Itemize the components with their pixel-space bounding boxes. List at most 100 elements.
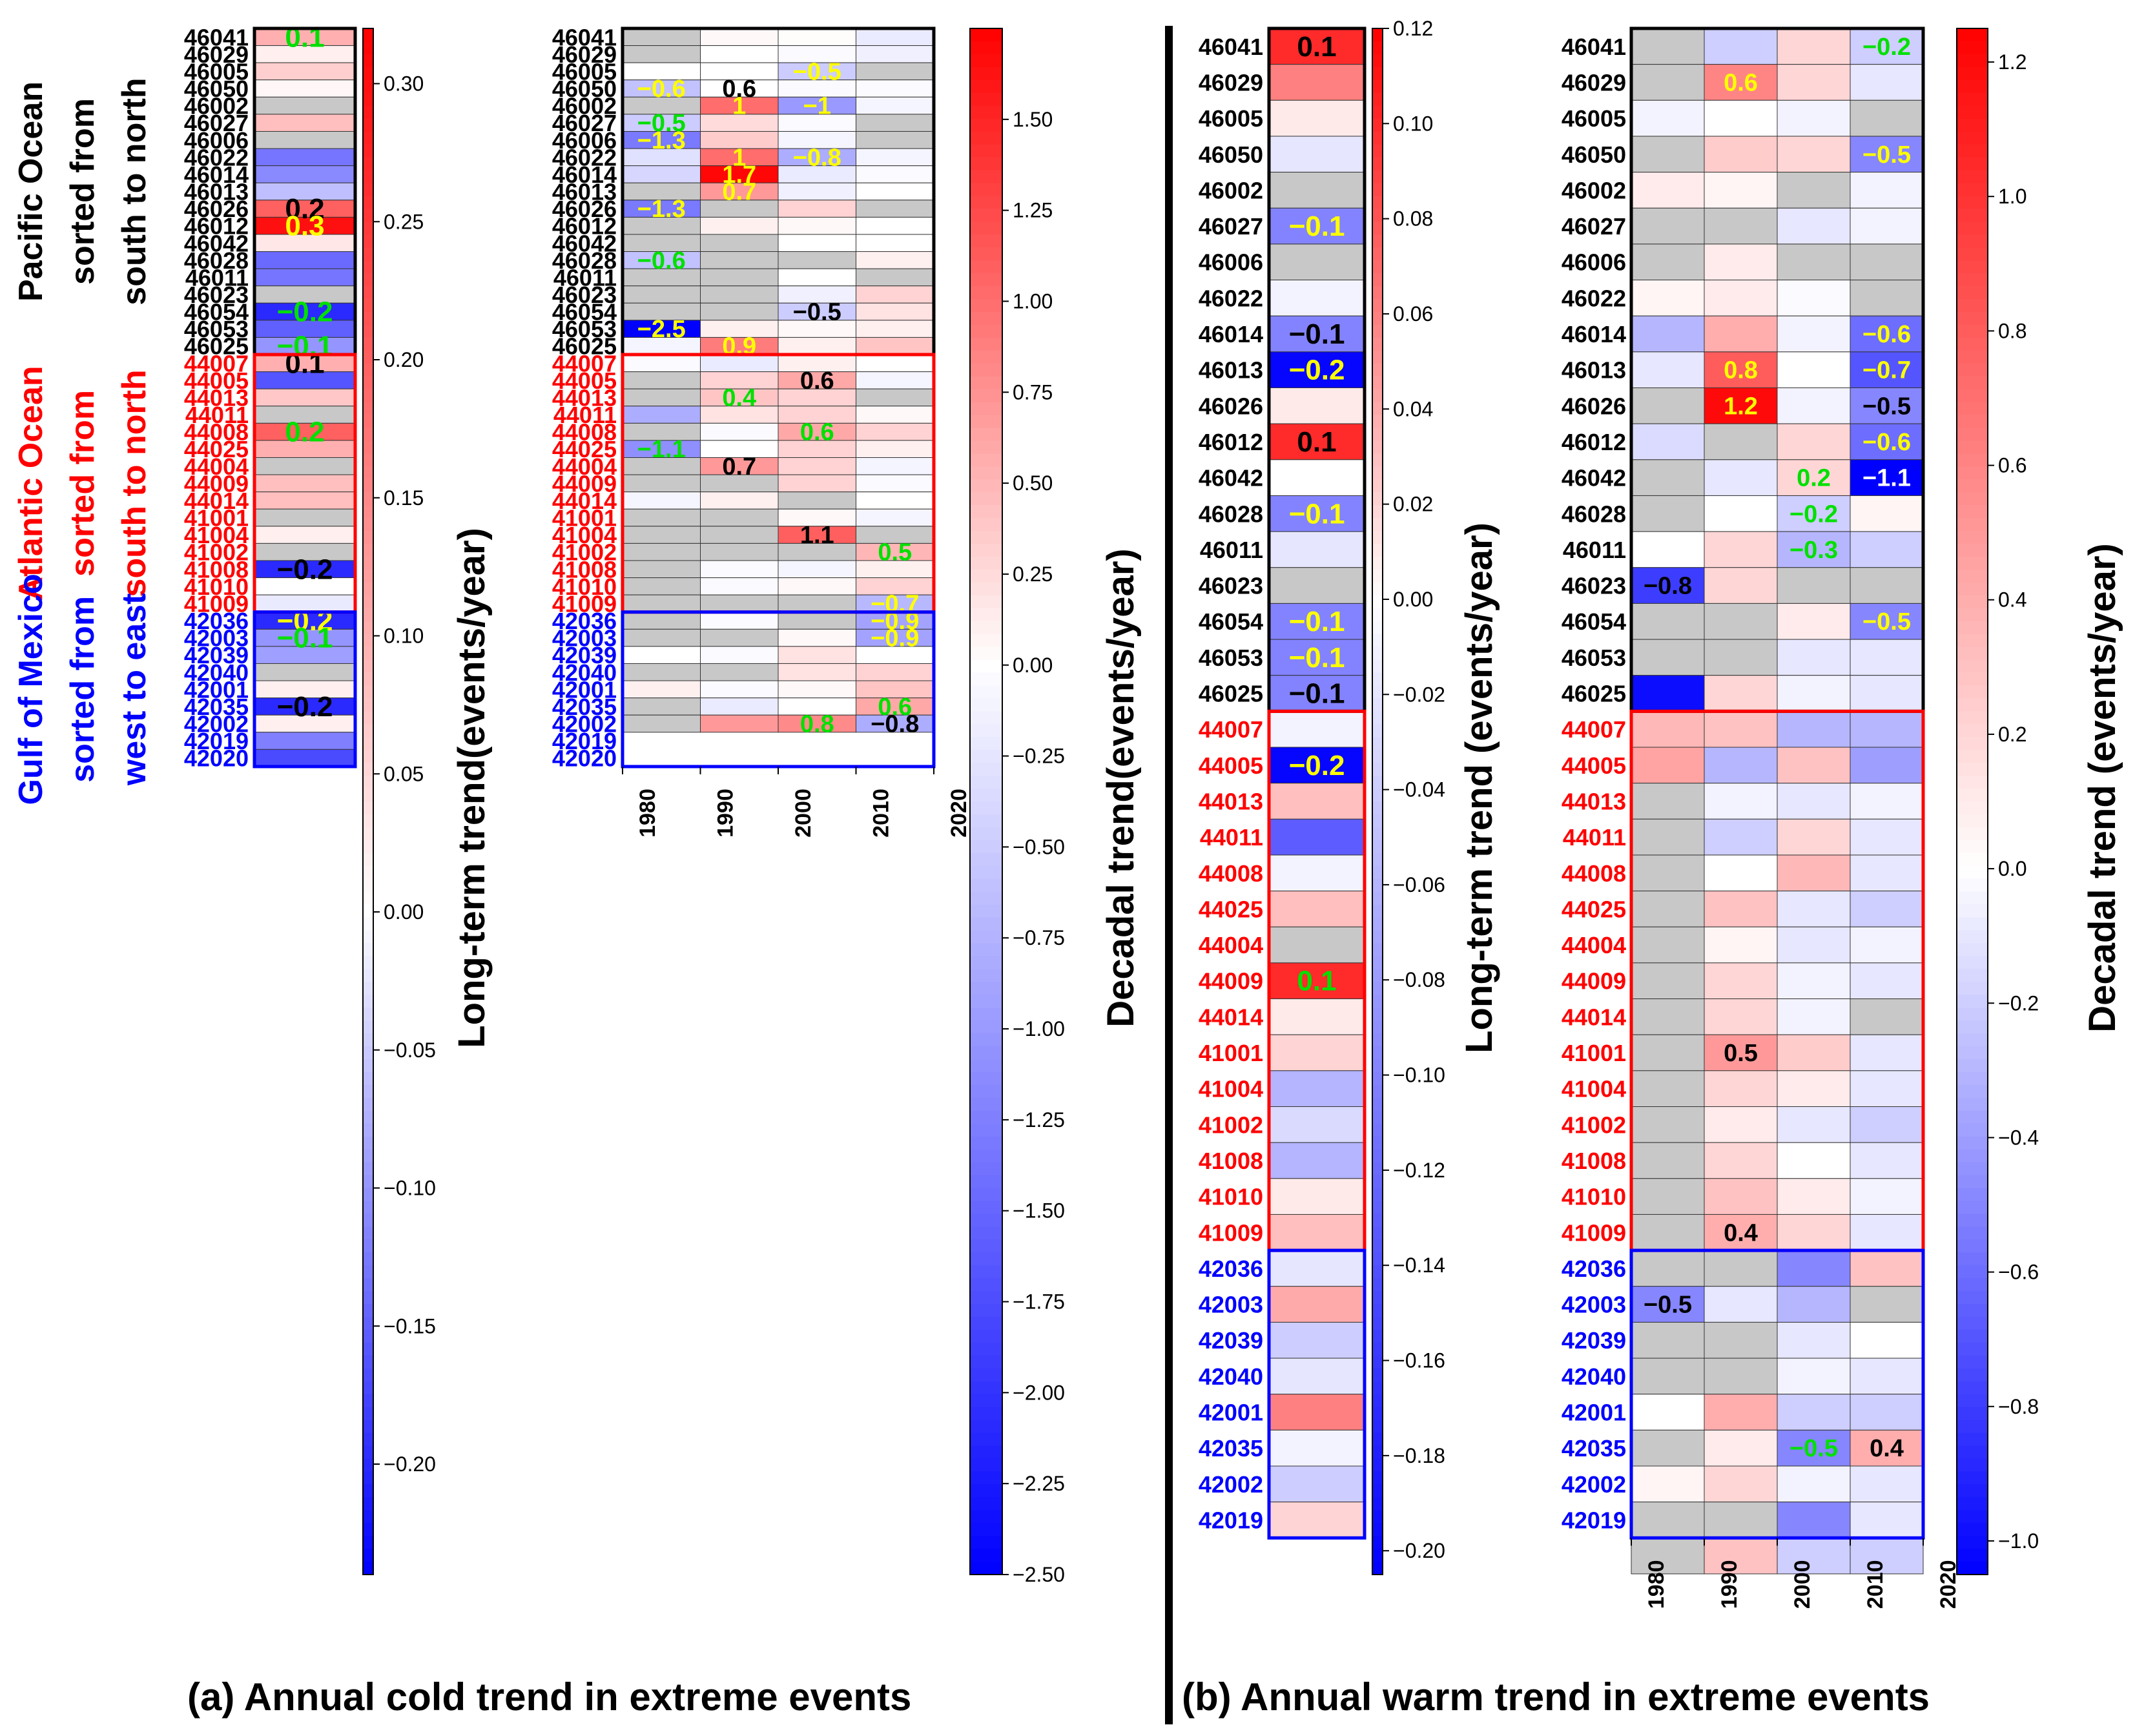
colorbar-segment bbox=[970, 1342, 1002, 1356]
station-label: 44011 bbox=[553, 402, 617, 428]
colorbar-segment bbox=[970, 466, 1002, 480]
decadal-cell bbox=[1631, 639, 1705, 676]
colorbar-segment bbox=[1957, 724, 1988, 738]
decadal-annotation: 0.4 bbox=[1724, 1219, 1758, 1246]
colorbar-tick-label: −0.20 bbox=[384, 1452, 436, 1476]
colorbar-segment bbox=[970, 711, 1002, 725]
colorbar-segment bbox=[1957, 196, 1988, 210]
longterm-annotation: 0.1 bbox=[285, 21, 324, 53]
station-label: 46022 bbox=[184, 144, 249, 170]
station-label: 46053 bbox=[1199, 645, 1263, 671]
panel-a-decade-axis: 1980 1990 2000 2010 2020 bbox=[622, 766, 971, 838]
colorbar-segment bbox=[363, 247, 373, 261]
decadal-cell bbox=[700, 663, 779, 681]
colorbar-segment bbox=[970, 698, 1002, 712]
colorbar-segment bbox=[1957, 1342, 1988, 1356]
colorbar-segment bbox=[1372, 763, 1383, 776]
station-label: 42019 bbox=[552, 728, 617, 754]
colorbar-segment bbox=[363, 556, 373, 570]
panel-b-decadal-colorbar-label: Decadal trend (events/year) bbox=[2081, 543, 2123, 1033]
longterm-cell bbox=[1268, 315, 1365, 353]
colorbar-tick-label: 0.25 bbox=[1013, 563, 1053, 586]
colorbar-segment bbox=[1372, 646, 1383, 661]
longterm-annotation: −0.2 bbox=[277, 691, 333, 723]
colorbar-segment bbox=[1372, 324, 1383, 338]
station-label: 44014 bbox=[184, 488, 249, 514]
colorbar-segment bbox=[970, 1110, 1002, 1124]
colorbar-segment bbox=[1957, 363, 1988, 377]
colorbar-segment bbox=[970, 260, 1002, 274]
longterm-cell bbox=[254, 732, 356, 750]
colorbar-segment bbox=[363, 1265, 373, 1279]
station-label: 46023 bbox=[552, 282, 617, 308]
longterm-cell bbox=[1268, 854, 1365, 892]
panel-b-longterm-heatmap: 46041 46029 46005 46050 46002 46027 46006 46022… bbox=[1199, 26, 1367, 1540]
decadal-cell bbox=[778, 628, 856, 647]
colorbar-segment bbox=[363, 1239, 373, 1254]
decadal-cell bbox=[1631, 1070, 1705, 1107]
station-label: 44004 bbox=[552, 453, 617, 480]
colorbar-segment bbox=[363, 634, 373, 648]
colorbar-tick-label: −0.10 bbox=[1393, 1064, 1445, 1087]
decadal-cell bbox=[1704, 926, 1778, 964]
colorbar-segment bbox=[970, 363, 1002, 377]
decadal-cell bbox=[1777, 531, 1851, 568]
colorbar-segment bbox=[363, 1059, 373, 1073]
colorbar-segment bbox=[1957, 1136, 1988, 1150]
decadal-cell bbox=[1777, 136, 1851, 173]
longterm-cell bbox=[1268, 64, 1365, 101]
decadal-cell bbox=[622, 182, 701, 201]
station-label: 46042 bbox=[1199, 465, 1263, 491]
panel-a-decadal-heatmap: 4604146029460054605046002460274600646022… bbox=[552, 24, 936, 772]
colorbar-segment bbox=[1957, 840, 1988, 854]
decadal-cell bbox=[700, 268, 779, 287]
colorbar-segment bbox=[1957, 1278, 1988, 1292]
decadal-cell bbox=[1850, 747, 1924, 784]
station-label: 46026 bbox=[1562, 393, 1626, 419]
colorbar-segment bbox=[970, 634, 1002, 648]
station-label: 42036 bbox=[1562, 1256, 1626, 1282]
decadal-cell bbox=[1704, 710, 1778, 748]
colorbar-tick-label: 0.2 bbox=[1998, 723, 2027, 746]
colorbar-segment bbox=[1957, 1355, 1988, 1369]
longterm-cell bbox=[254, 749, 356, 767]
station-label: 46050 bbox=[184, 76, 249, 102]
longterm-cell bbox=[254, 526, 356, 544]
colorbar-segment bbox=[1957, 1523, 1988, 1536]
decadal-cell bbox=[1850, 99, 1924, 137]
station-label: 44007 bbox=[552, 350, 617, 377]
longterm-cell bbox=[1268, 99, 1365, 137]
colorbar-segment bbox=[970, 144, 1002, 158]
decadal-cell bbox=[1704, 172, 1778, 209]
colorbar-tick-label: −0.2 bbox=[1998, 991, 2039, 1015]
station-label: 41009 bbox=[552, 590, 617, 617]
decadal-cell bbox=[856, 406, 934, 424]
station-label: 42003 bbox=[1562, 1292, 1626, 1318]
decadal-cell bbox=[622, 508, 701, 527]
colorbar-segment bbox=[363, 1355, 373, 1369]
longterm-cell bbox=[1268, 459, 1365, 496]
decadal-cell bbox=[1777, 567, 1851, 604]
colorbar-segment bbox=[1957, 1510, 1988, 1524]
colorbar-segment bbox=[1372, 363, 1383, 377]
colorbar-segment bbox=[363, 891, 373, 905]
decadal-cell bbox=[1631, 351, 1705, 388]
station-label: 46054 bbox=[184, 299, 249, 326]
decadal-annotation: −2.5 bbox=[637, 316, 686, 343]
decadal-annotation: −0.2 bbox=[1789, 501, 1838, 528]
decadal-cell bbox=[856, 216, 934, 235]
decadal-annotation: −0.7 bbox=[1862, 357, 1911, 384]
station-label: 46011 bbox=[1563, 537, 1626, 563]
colorbar-segment bbox=[1372, 1110, 1383, 1124]
colorbar-segment bbox=[1957, 1046, 1988, 1060]
colorbar-segment bbox=[1372, 311, 1383, 326]
decadal-cell bbox=[1777, 1537, 1851, 1575]
colorbar-segment bbox=[363, 582, 373, 596]
decadal-cell bbox=[1631, 315, 1705, 353]
colorbar-segment bbox=[363, 209, 373, 223]
colorbar-tick-label: −1.75 bbox=[1013, 1290, 1065, 1314]
decadal-cell bbox=[1631, 710, 1705, 748]
region-frame bbox=[253, 610, 357, 769]
colorbar-segment bbox=[363, 1291, 373, 1305]
colorbar-segment bbox=[970, 969, 1002, 983]
